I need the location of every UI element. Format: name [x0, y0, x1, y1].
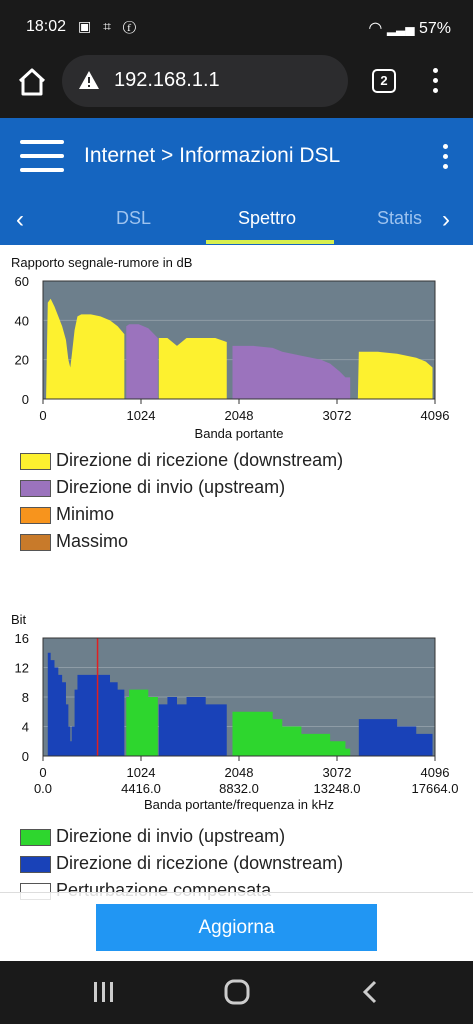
x-tick-label: 1024 — [127, 408, 156, 423]
page-title: Internet > Informazioni DSL — [84, 144, 341, 167]
status-right: ◠ ▂▃▅ 57% — [368, 18, 451, 38]
legend-label: Direzione di ricezione (downstream) — [56, 450, 344, 470]
legend-item: Minimo — [20, 501, 460, 528]
legend-swatch — [20, 453, 51, 470]
url-bar[interactable]: 192.168.1.1 — [62, 55, 348, 107]
series-area-1-1 — [158, 697, 227, 756]
series-area-0-0 — [126, 689, 158, 756]
series-area-0-1 — [232, 711, 351, 756]
legend-label: Minimo — [56, 504, 115, 524]
x-tick-label: 4096 — [421, 765, 450, 780]
series-area-0-0 — [46, 298, 125, 399]
signal-icon: ▂▃▅ — [386, 22, 415, 36]
home-nav-icon[interactable] — [222, 977, 252, 1007]
chevron-left-icon[interactable]: ‹ — [16, 206, 24, 233]
series-area-1-0 — [46, 652, 125, 756]
system-nav-bar — [0, 961, 473, 1024]
hamburger-menu-icon[interactable] — [20, 140, 64, 172]
legend-item: Direzione di ricezione (downstream) — [20, 447, 460, 474]
status-bar: 18:02 ▣ ⌗ ⓕ ◠ ▂▃▅ 57% — [0, 0, 473, 52]
home-icon[interactable] — [14, 64, 50, 100]
chevron-right-icon[interactable]: › — [442, 206, 450, 233]
tab-dsl[interactable]: DSL — [116, 208, 152, 228]
x-tick-label: 3072 — [323, 408, 352, 423]
url-text: 192.168.1.1 — [114, 69, 220, 91]
x-tick-label: 0 — [39, 765, 46, 780]
legend-swatch — [20, 534, 51, 551]
series-area-1-2 — [357, 719, 433, 756]
x-tick-secondary-label: 0.0 — [34, 781, 52, 796]
legend-item: Massimo — [20, 528, 460, 555]
footer-bar: Aggiorna — [0, 892, 473, 961]
x-tick-label: 0 — [39, 408, 46, 423]
battery-level: 57% — [418, 20, 451, 37]
y-tick-label: 60 — [15, 274, 29, 289]
legend-item: Direzione di invio (upstream) — [20, 823, 460, 850]
notification-icons: ▣ ⌗ ⓕ — [78, 18, 140, 34]
x-axis-label: Banda portante/frequenza in kHz — [144, 797, 334, 812]
content-area: Rapporto segnale-rumore in dB 0 20 40 60 0 10… — [0, 245, 473, 961]
bit-chart-title: Bit — [11, 612, 27, 627]
tab-switcher-button[interactable]: 2 — [372, 69, 396, 93]
series-area-0-1 — [158, 338, 227, 399]
x-tick-label: 2048 — [225, 765, 254, 780]
overflow-menu-icon[interactable] — [438, 144, 454, 172]
x-tick-label: 4096 — [421, 408, 450, 423]
tab-spettro[interactable]: Spettro — [238, 208, 297, 228]
app-header: Internet > Informazioni DSL ‹ DSL Spettr… — [0, 118, 473, 245]
legend-swatch — [20, 829, 51, 846]
bit-chart: 0 4 8 12 16 0 1024 2048 3072 4096 0.0 4416.0 8832.0 1… — [15, 631, 459, 812]
series-area-0-2 — [357, 351, 433, 399]
browser-toolbar: 192.168.1.1 2 — [0, 52, 473, 118]
snr-legend: Direzione di ricezione (downstream) Dire… — [20, 447, 460, 555]
back-nav-icon[interactable] — [356, 977, 386, 1007]
legend-swatch — [20, 507, 51, 524]
series-area-1-0 — [126, 324, 158, 399]
x-tick-label: 3072 — [323, 765, 352, 780]
legend-label: Massimo — [56, 531, 129, 551]
recent-apps-icon[interactable] — [89, 977, 119, 1007]
active-tab-indicator — [206, 240, 334, 244]
legend-item: Direzione di invio (upstream) — [20, 474, 460, 501]
y-tick-label: 12 — [15, 661, 29, 676]
y-tick-label: 8 — [22, 690, 29, 705]
legend-label: Direzione di invio (upstream) — [56, 826, 286, 846]
y-tick-label: 16 — [15, 631, 29, 646]
x-tick-secondary-label: 8832.0 — [219, 781, 259, 796]
series-area-1-1 — [232, 345, 351, 399]
browser-menu-icon[interactable] — [428, 66, 444, 96]
y-tick-label: 20 — [15, 353, 29, 368]
y-tick-label: 0 — [22, 749, 29, 764]
x-axis-label: Banda portante — [195, 426, 284, 441]
tab-bar: ‹ DSL Spettro Statis › — [0, 200, 473, 245]
y-tick-label: 4 — [22, 720, 29, 735]
y-tick-label: 0 — [22, 392, 29, 407]
legend-swatch — [20, 856, 51, 873]
legend-label: Direzione di invio (upstream) — [56, 477, 286, 497]
tab-statistiche[interactable]: Statis — [377, 208, 423, 228]
status-time: 18:02 — [26, 18, 67, 35]
legend-swatch — [20, 480, 51, 497]
x-tick-label: 1024 — [127, 765, 156, 780]
snr-chart: 0 20 40 60 0 1024 2048 3072 4096 Banda portante — [15, 274, 450, 441]
refresh-button[interactable]: Aggiorna — [96, 904, 377, 951]
y-tick-label: 40 — [15, 313, 29, 328]
x-tick-secondary-label: 4416.0 — [121, 781, 161, 796]
legend-item: Direzione di ricezione (downstream) — [20, 850, 460, 877]
snr-chart-title: Rapporto segnale-rumore in dB — [11, 255, 193, 270]
warning-icon — [79, 71, 99, 89]
legend-label: Direzione di ricezione (downstream) — [56, 853, 344, 873]
x-tick-secondary-label: 17664.0 — [412, 781, 459, 796]
x-tick-label: 2048 — [225, 408, 254, 423]
wifi-icon: ◠ — [368, 20, 383, 37]
x-tick-secondary-label: 13248.0 — [314, 781, 361, 796]
